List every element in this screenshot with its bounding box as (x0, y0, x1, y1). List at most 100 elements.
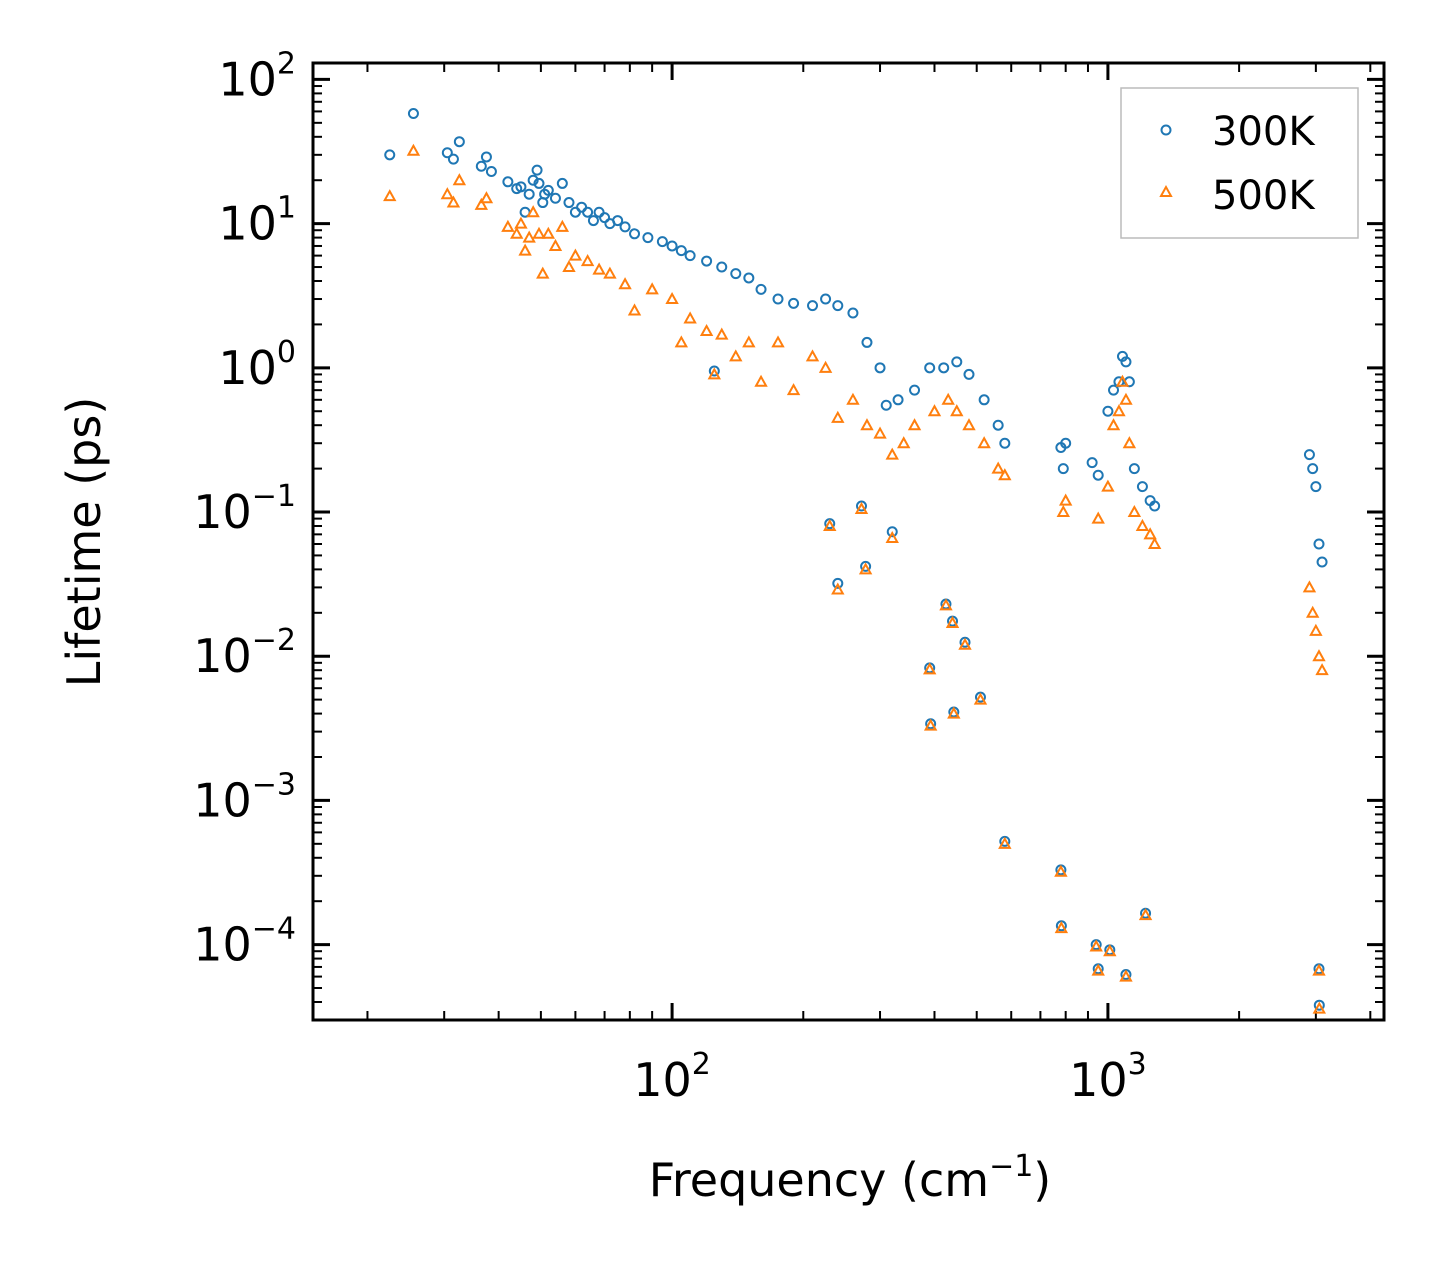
data-point-300k (963, 368, 975, 380)
data-point-500k (618, 277, 632, 290)
data-point-500k (860, 418, 874, 431)
major-ticks (313, 63, 1384, 1020)
data-point-500k (715, 327, 729, 340)
series-300k (384, 108, 1328, 1011)
data-point-300k (909, 384, 921, 396)
data-point-300k (1149, 500, 1161, 512)
data-point-300k (701, 255, 713, 267)
data-point-300k (502, 176, 514, 188)
data-point-300k (582, 206, 594, 218)
data-point-300k (861, 336, 873, 348)
legend-marker-300k (1160, 124, 1172, 136)
data-point-500k (854, 501, 869, 514)
plot-frame (311, 61, 1386, 1022)
data-point-300k (1310, 481, 1322, 493)
data-point-500k (754, 374, 768, 387)
data-point-300k (447, 153, 459, 165)
data-point-500k (1056, 504, 1070, 518)
data-point-300k (938, 362, 950, 374)
data-point-500k (873, 426, 887, 439)
data-point-300k (531, 164, 543, 176)
data-point-500k (823, 518, 837, 531)
data-point-300k (533, 177, 545, 189)
data-point-500k (958, 637, 972, 650)
data-point-500k (518, 243, 532, 256)
data-point-300k (523, 188, 535, 200)
data-point-500k (1091, 511, 1105, 524)
legend-marker-500k (1159, 184, 1173, 197)
data-point-500k (541, 226, 556, 239)
data-point-300k (1303, 449, 1315, 461)
data-point-500k (1315, 663, 1329, 676)
data-point-500k (1091, 963, 1105, 976)
data-point-500k (858, 562, 873, 575)
data-point-500k (941, 392, 955, 405)
data-point-500k (1309, 623, 1323, 636)
data-point-300k (1128, 463, 1140, 475)
data-point-300k (847, 307, 859, 319)
data-point-300k (1316, 556, 1328, 568)
data-point-500k (707, 367, 722, 380)
data-point-500k (514, 216, 528, 229)
data-point-500k (786, 383, 801, 396)
y-axis-title: Lifetime (ps) (57, 397, 111, 688)
data-point-300k (480, 151, 492, 163)
data-point-300k (675, 245, 687, 257)
data-point-300k (892, 394, 904, 406)
data-point-300k (874, 362, 886, 374)
data-point-500k (580, 254, 595, 267)
data-point-300k (820, 293, 832, 305)
data-point-500k (973, 692, 988, 705)
data-point-300k (807, 300, 819, 312)
data-point-500k (1143, 527, 1157, 540)
data-point-300k (716, 261, 728, 273)
data-point-300k (527, 174, 539, 186)
data-point-500k (699, 323, 714, 337)
y-tick-label: 102 (218, 46, 296, 106)
y-tick-label: 10−1 (193, 479, 296, 539)
data-point-500k (1103, 944, 1117, 957)
data-point-500k (645, 282, 659, 295)
data-point-300k (860, 560, 872, 572)
data-point-300k (1307, 463, 1319, 475)
data-point-500k (805, 349, 820, 362)
data-point-500k (831, 582, 845, 595)
y-tick-labels: 102 101 100 10−1 10−2 10−3 10−4 (193, 46, 296, 971)
data-point-300k (708, 365, 720, 377)
data-point-300k (612, 215, 624, 227)
data-point-500k (945, 615, 960, 628)
data-point-500k (474, 197, 489, 210)
data-point-500k (922, 662, 937, 675)
data-point-500k (674, 335, 689, 348)
data-point-300k (788, 297, 800, 309)
data-point-500k (907, 418, 922, 431)
data-point-300k (755, 283, 767, 295)
data-point-500k (897, 436, 911, 449)
data-point-300k (1060, 437, 1072, 449)
data-point-500k (665, 291, 679, 305)
data-point-300k (743, 272, 755, 284)
data-point-300k (1102, 405, 1114, 417)
data-point-500k (406, 143, 421, 156)
data-point-500k (1312, 1001, 1326, 1014)
data-point-500k (1101, 479, 1115, 492)
data-point-500k (1106, 418, 1121, 431)
x-tick-labels: 102 103 (633, 1047, 1146, 1107)
data-point-300k (992, 419, 1004, 431)
data-point-500k (927, 404, 942, 417)
data-point-500k (509, 226, 524, 239)
data-point-300k (587, 215, 599, 227)
data-point-500k (603, 266, 617, 279)
data-point-500k (1089, 939, 1103, 952)
data-point-300k (599, 212, 611, 224)
data-point-500k (923, 718, 938, 731)
data-point-300k (563, 197, 575, 209)
data-point-300k (642, 232, 654, 244)
data-point-500k (536, 266, 550, 279)
data-point-300k (656, 236, 668, 248)
x-axis-title: Frequency (cm−1) (649, 1149, 1052, 1207)
data-point-300k (886, 526, 898, 538)
data-point-300k (1108, 384, 1120, 396)
data-point-300k (619, 221, 631, 233)
data-point-500k (742, 335, 756, 348)
